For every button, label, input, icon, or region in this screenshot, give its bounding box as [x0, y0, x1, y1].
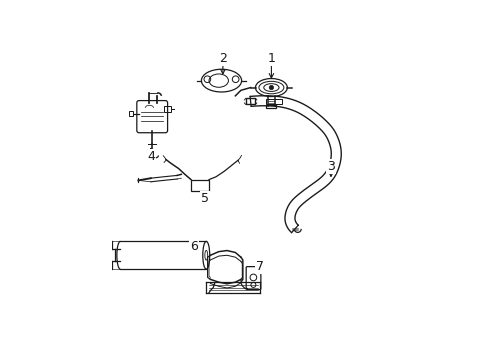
Text: 6: 6 — [189, 240, 197, 253]
Text: 4: 4 — [146, 150, 154, 163]
Text: 2: 2 — [219, 52, 226, 65]
Text: 1: 1 — [267, 52, 275, 65]
Text: 5: 5 — [201, 192, 208, 205]
Circle shape — [268, 85, 273, 90]
Text: 3: 3 — [326, 160, 334, 173]
Text: 7: 7 — [256, 260, 264, 273]
